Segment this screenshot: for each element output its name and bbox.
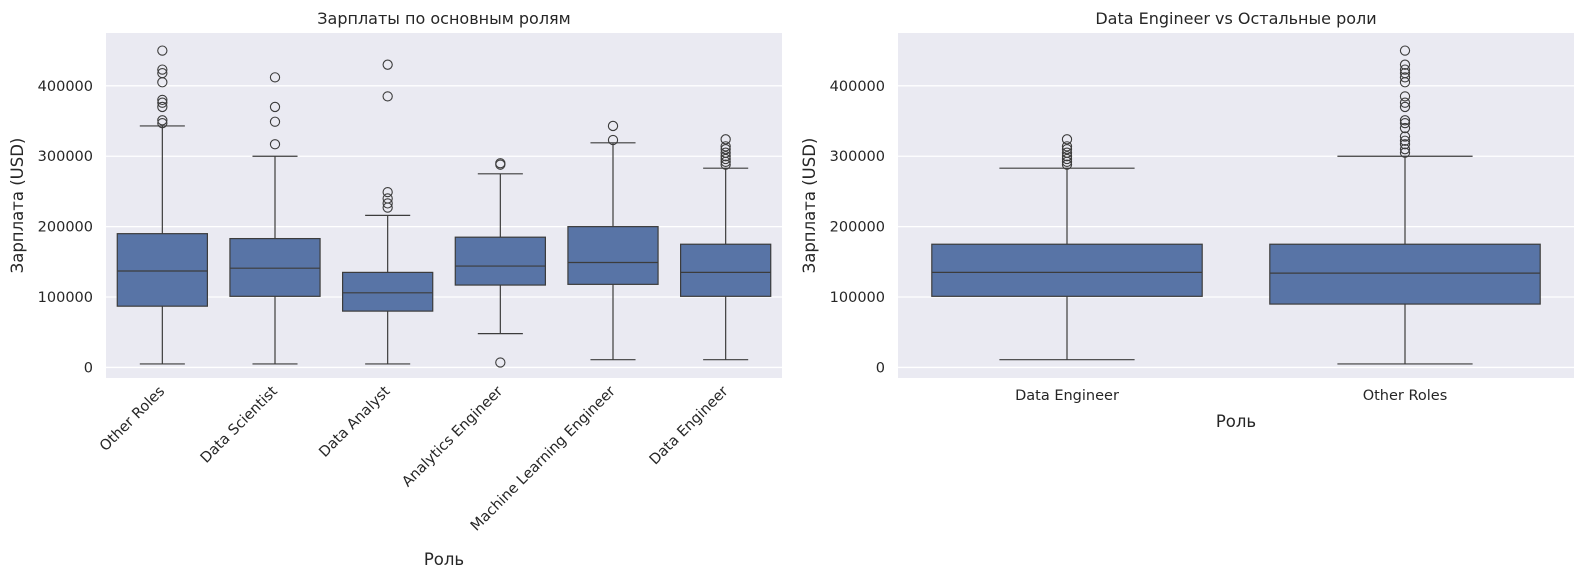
outlier-point — [157, 94, 168, 106]
x-tick-label: Other Roles — [97, 384, 168, 455]
outlier-point — [1399, 131, 1411, 142]
x-tick-label: Data Engineer — [647, 383, 732, 468]
box-other-roles — [1269, 45, 1541, 365]
iqr-box — [567, 226, 659, 285]
outlier-point — [720, 134, 731, 145]
outlier-point — [269, 139, 281, 150]
x-tick-label: Data Analyst — [316, 383, 393, 460]
outlier-point — [1399, 139, 1411, 150]
outlier-point — [269, 116, 281, 127]
outlier-point — [382, 193, 393, 204]
outlier-point — [1399, 144, 1411, 155]
iqr-box — [229, 237, 321, 297]
y-tick-label: 100000 — [830, 290, 885, 306]
iqr-box — [116, 233, 209, 307]
y-tick-label: 400000 — [38, 79, 93, 95]
outlier-point — [720, 147, 731, 158]
outlier-point — [382, 91, 393, 102]
outlier-point — [1061, 144, 1073, 155]
outlier-point — [382, 59, 393, 70]
x-axis-label: Роль — [424, 550, 464, 569]
outlier-point — [157, 64, 168, 75]
outlier-point — [1399, 101, 1411, 113]
box-machine-learning-engineer — [567, 120, 659, 361]
box-analytics-engineer — [454, 158, 546, 368]
outlier-point — [1061, 151, 1073, 162]
iqr-box — [1269, 243, 1541, 305]
axes-background — [106, 33, 782, 378]
x-axis-label: Роль — [1216, 412, 1256, 431]
outlier-point — [157, 117, 168, 129]
outlier-point — [1399, 97, 1411, 108]
outlier-point — [157, 97, 168, 108]
x-tick-label: Data Engineer — [1015, 388, 1119, 404]
outlier-point — [1399, 147, 1411, 158]
box-data-engineer — [931, 134, 1203, 361]
y-tick-label: 300000 — [38, 149, 93, 165]
chart-title: Зарплаты по основным ролям — [317, 9, 570, 28]
outlier-point — [382, 198, 393, 209]
outlier-point — [720, 151, 731, 162]
chart-title: Data Engineer vs Остальные роли — [1095, 9, 1376, 28]
outlier-point — [495, 357, 506, 368]
outlier-point — [1399, 117, 1411, 129]
box-other-roles — [116, 45, 209, 365]
outlier-point — [1399, 91, 1411, 102]
iqr-box — [679, 243, 772, 297]
iqr-box — [454, 236, 546, 286]
axes-background — [898, 33, 1574, 378]
y-tick-label: 0 — [84, 360, 93, 376]
outlier-point — [157, 45, 168, 56]
outlier-point — [720, 159, 731, 170]
outlier-point — [720, 141, 731, 152]
outlier-point — [607, 134, 619, 146]
outlier-point — [1399, 64, 1411, 75]
y-axis-label: Зарплата (USD) — [800, 138, 819, 274]
iqr-box — [342, 271, 434, 312]
outlier-point — [1061, 134, 1073, 145]
outlier-point — [1399, 122, 1411, 134]
outlier-point — [1399, 72, 1411, 83]
y-tick-label: 300000 — [830, 149, 885, 165]
outlier-point — [1061, 141, 1073, 152]
y-axis-label: Зарплата (USD) — [8, 138, 27, 274]
outlier-point — [382, 186, 393, 198]
outlier-point — [1399, 135, 1411, 146]
outlier-point — [1399, 45, 1411, 56]
x-tick-label: Analytics Engineer — [399, 383, 506, 490]
chart-panel-1: 0 100000 200000 300000 400000 Other Roles Data… — [8, 9, 782, 569]
box-data-engineer — [679, 134, 772, 361]
outlier-point — [607, 120, 619, 132]
outlier-point — [1061, 153, 1073, 165]
outlier-point — [495, 158, 506, 169]
outlier-point — [720, 144, 731, 155]
outlier-point — [269, 101, 281, 113]
y-tick-label: 200000 — [830, 220, 885, 236]
box-data-analyst — [342, 59, 434, 365]
y-tick-label: 400000 — [830, 79, 885, 95]
y-tick-label: 200000 — [38, 220, 93, 236]
y-tick-label: 100000 — [38, 290, 93, 306]
box-data-scientist — [229, 72, 321, 365]
outlier-point — [1399, 59, 1411, 70]
outlier-point — [157, 115, 168, 126]
outlier-point — [720, 153, 731, 165]
outlier-point — [269, 72, 281, 83]
outlier-point — [1061, 147, 1073, 158]
y-tick-label: 0 — [876, 360, 885, 376]
outlier-point — [1399, 67, 1411, 79]
outlier-point — [1399, 115, 1411, 126]
x-tick-label: Data Scientist — [198, 383, 281, 466]
x-tick-label: Other Roles — [1363, 388, 1448, 404]
outlier-point — [157, 101, 168, 113]
iqr-box — [931, 243, 1203, 297]
chart-panel-2: 0 100000 200000 300000 400000 Data Engineer Ot… — [800, 9, 1574, 431]
outlier-point — [157, 67, 168, 79]
outlier-point — [1061, 159, 1073, 170]
